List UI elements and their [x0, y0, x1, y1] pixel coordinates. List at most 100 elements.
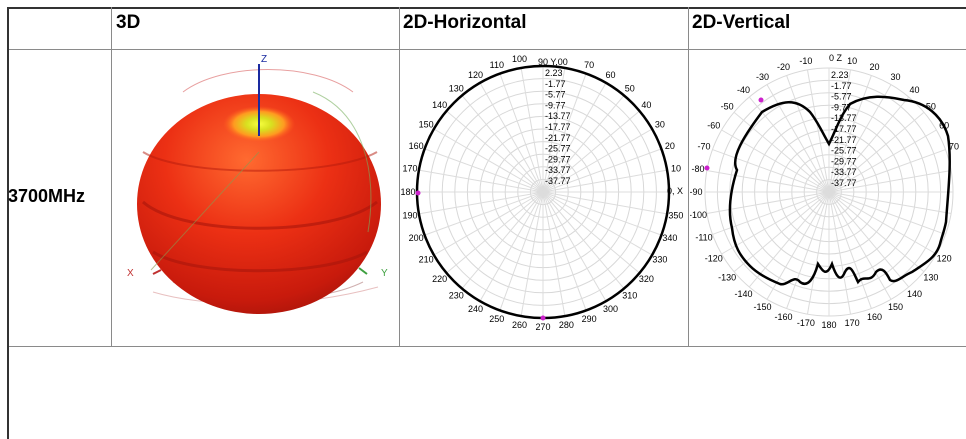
- table-col-divider-2: [399, 7, 400, 347]
- x-axis-tick: [152, 269, 162, 275]
- polar-spoke: [828, 191, 910, 288]
- angle-label: -140: [735, 289, 753, 299]
- angle-label: 30: [890, 72, 900, 82]
- angle-label: 180: [401, 187, 416, 197]
- angle-label: 120: [937, 254, 952, 264]
- angle-label: -170: [797, 318, 815, 328]
- polar-spoke: [828, 191, 892, 300]
- polar-spoke: [461, 191, 544, 289]
- panel-2d-horizontal: 2.23 -1.77 -5.77 -9.77 -13.77 -17.77 -21.77 -25…: [401, 52, 687, 346]
- polar-spoke: [828, 111, 925, 193]
- header-3d: 3D: [116, 12, 141, 33]
- horizontal-right-label: 0, X: [667, 186, 683, 196]
- horizontal-polar-plot: 2.23-1.77-5.77-9.77-13.77-17.77-21.77-25…: [401, 54, 683, 332]
- vertical-pattern-trace: [728, 95, 951, 286]
- x-axis-line: [150, 151, 260, 271]
- polar-spoke: [542, 191, 625, 289]
- x-axis-label: X: [127, 268, 134, 279]
- angle-label: -50: [721, 102, 734, 112]
- polar-spoke: [828, 69, 852, 193]
- radiation-3d-plot: Z X Y: [127, 54, 388, 314]
- angle-label: 130: [923, 272, 938, 282]
- polar-spoke: [828, 129, 937, 193]
- angle-label: -40: [737, 85, 750, 95]
- polar-spoke: [828, 169, 952, 193]
- angle-label: 250: [489, 314, 504, 324]
- polar-spoke: [542, 191, 662, 236]
- polar-spoke: [542, 191, 640, 274]
- lobe-band-2: [152, 250, 368, 273]
- polar-spoke: [828, 191, 952, 215]
- ring-value-label: -1.77: [831, 81, 852, 91]
- angle-label: 310: [622, 290, 637, 300]
- frequency-label: 3700MHz: [8, 186, 86, 206]
- polar-spoke: [542, 191, 566, 317]
- polar-spoke: [542, 191, 668, 215]
- angle-label: 40: [909, 85, 919, 95]
- ring-value-label: -17.77: [831, 124, 857, 134]
- header-2d-vertical: 2D-Vertical: [692, 12, 791, 33]
- polar-spoke: [542, 191, 607, 302]
- angle-label: 50: [926, 102, 936, 112]
- angle-label: 20: [869, 62, 879, 72]
- ring-value-label: -13.77: [831, 113, 857, 123]
- angle-label: 340: [662, 233, 677, 243]
- angle-label: 70: [949, 142, 959, 152]
- angle-label: 40: [641, 100, 651, 110]
- angle-label: 150: [419, 120, 434, 130]
- ring-value-label: -21.77: [545, 133, 571, 143]
- table-header-divider: [7, 49, 966, 50]
- angle-label: -90: [690, 187, 703, 197]
- polar-spoke: [542, 128, 653, 193]
- angle-label: 160: [409, 141, 424, 151]
- angle-label: 70: [584, 60, 594, 70]
- polar-spoke: [828, 191, 925, 273]
- angle-label: 350: [668, 210, 683, 220]
- angle-label: 110: [490, 60, 504, 70]
- polar-spoke: [733, 191, 830, 273]
- vertical-polar-plot: 2.23-1.77-5.77-9.77-13.77-17.77-21.77-25…: [690, 53, 959, 330]
- ring-value-label: -13.77: [545, 111, 571, 121]
- ring-value-label: -37.77: [831, 178, 857, 188]
- y-axis-tick: [358, 267, 368, 275]
- ring-value-label: -37.77: [545, 176, 571, 186]
- angle-label: 140: [432, 100, 447, 110]
- polar-spoke: [542, 191, 587, 311]
- angle-label: 60: [605, 70, 615, 80]
- polar-spoke: [542, 73, 587, 193]
- polar-spoke: [828, 84, 892, 193]
- wire-arc-top: [182, 69, 354, 93]
- ring-value-label: -9.77: [545, 100, 566, 110]
- polar-spoke: [542, 95, 625, 193]
- polar-spoke: [721, 191, 830, 255]
- polar-spoke: [542, 169, 668, 193]
- polar-spoke: [446, 191, 544, 274]
- polar-spoke: [706, 169, 830, 193]
- angle-label: -30: [756, 72, 769, 82]
- angle-label: 300: [603, 304, 618, 314]
- angle-label: -100: [690, 210, 707, 220]
- polar-spoke: [424, 191, 544, 236]
- angle-label: -70: [698, 142, 711, 152]
- polar-spoke: [828, 191, 937, 255]
- ring-value-label: -5.77: [831, 92, 852, 102]
- angle-label: 180: [821, 320, 836, 330]
- horizontal-top-label: 90 Y,00: [538, 57, 568, 67]
- polar-spoke: [542, 82, 607, 193]
- angle-label: 100: [512, 54, 527, 64]
- polar-spoke: [828, 191, 872, 309]
- angle-label: 170: [403, 164, 418, 174]
- angle-label: 260: [512, 320, 527, 330]
- angle-label: 200: [409, 233, 424, 243]
- ring-value-label: -25.77: [831, 146, 857, 156]
- ring-value-label: -33.77: [831, 167, 857, 177]
- vertical-marker-top: [758, 97, 764, 103]
- angle-label: -130: [718, 272, 736, 282]
- table-col-divider-1: [111, 7, 112, 347]
- ring-value-label: -25.77: [545, 144, 571, 154]
- ring-value-label: -5.77: [545, 90, 566, 100]
- ring-value-label: -21.77: [831, 135, 857, 145]
- angle-label: 20: [665, 141, 675, 151]
- horizontal-angle-labels: 1001101201301401501601701801902002102202…: [401, 54, 683, 332]
